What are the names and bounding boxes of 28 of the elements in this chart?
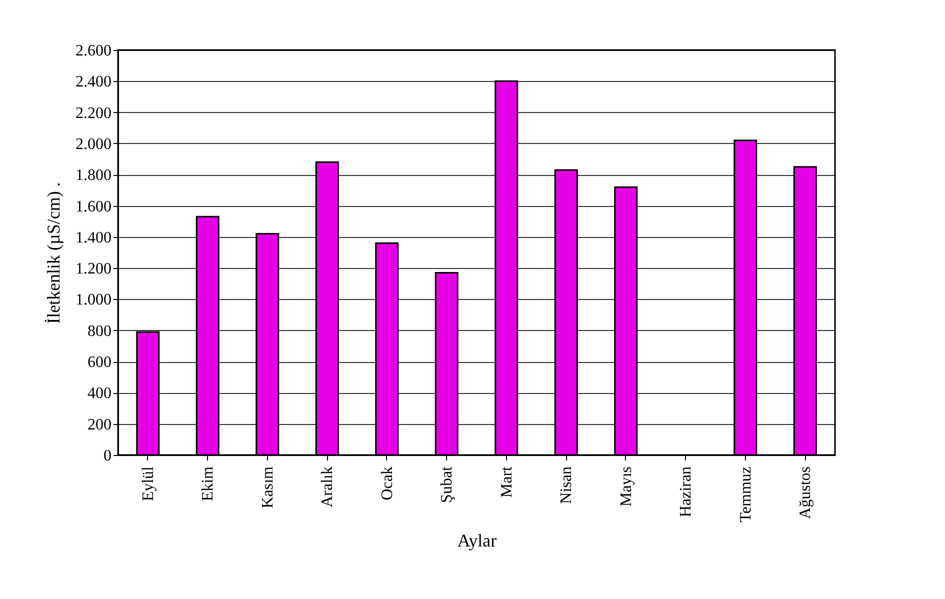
y-tick-label: 2.000 [76,136,112,153]
y-tick-label: 1.600 [76,198,112,216]
x-tick-label: Şubat [438,466,456,503]
y-axis-title: İletkenlik (µS/cm) . [44,182,64,324]
x-tick-label: Mayıs [618,466,635,506]
y-tick-label: 1.800 [76,167,112,184]
y-tick-label: 800 [88,322,112,340]
y-tick-label: 2.400 [76,74,112,91]
y-tick-label: 400 [88,385,112,402]
y-tick-label: 200 [88,416,112,434]
x-tick-label: Haziran [678,466,695,518]
x-tick-label: Kasım [259,466,276,508]
x-tick-label: Eylül [140,466,157,502]
x-axis-title: Aylar [457,530,497,550]
x-tick-label: Ağustos [797,466,814,519]
x-tick-label: Nisan [558,466,576,504]
y-tick-label: 0 [104,448,112,464]
y-tick-label: 1.400 [76,229,112,246]
x-tick-label: Ekim [200,466,217,502]
y-tick-label: 2.600 [76,42,112,60]
x-tick-label: Ocak [378,466,396,500]
y-tick-label: 1.000 [76,292,112,309]
x-tick-label: Mart [498,466,516,498]
x-tick-label: Temmuz [737,466,754,522]
y-tick-label: 2.200 [76,104,112,122]
y-tick-label: 600 [88,354,112,372]
x-tick-label: Aralık [319,466,336,508]
y-tick-label: 1.200 [76,260,112,278]
